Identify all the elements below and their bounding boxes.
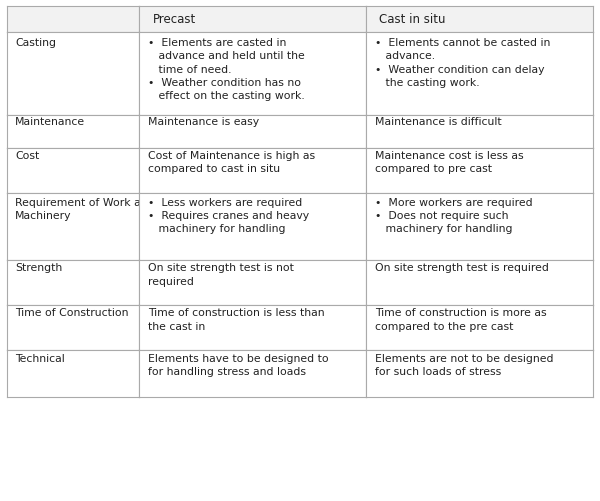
Text: Requirement of Work and
Machinery: Requirement of Work and Machinery — [15, 197, 155, 221]
Text: Time of construction is less than
the cast in: Time of construction is less than the ca… — [148, 309, 325, 332]
Text: Time of Construction: Time of Construction — [15, 309, 128, 319]
Text: Casting: Casting — [15, 38, 56, 48]
Text: •  Elements cannot be casted in
   advance.
•  Weather condition can delay
   th: • Elements cannot be casted in advance. … — [374, 38, 550, 88]
Text: •  Less workers are required
•  Requires cranes and heavy
   machinery for handl: • Less workers are required • Requires c… — [148, 197, 309, 234]
Text: Time of construction is more as
compared to the pre cast: Time of construction is more as compared… — [374, 309, 547, 332]
Text: Strength: Strength — [15, 264, 62, 274]
Text: Maintenance: Maintenance — [15, 117, 85, 127]
Text: Maintenance cost is less as
compared to pre cast: Maintenance cost is less as compared to … — [374, 151, 523, 174]
Text: Cast in situ: Cast in situ — [379, 13, 446, 26]
Text: Cost of Maintenance is high as
compared to cast in situ: Cost of Maintenance is high as compared … — [148, 151, 315, 174]
Text: Elements are not to be designed
for such loads of stress: Elements are not to be designed for such… — [374, 354, 553, 377]
Text: •  Elements are casted in
   advance and held until the
   time of need.
•  Weat: • Elements are casted in advance and hel… — [148, 38, 305, 101]
Text: On site strength test is required: On site strength test is required — [374, 264, 548, 274]
Text: Elements have to be designed to
for handling stress and loads: Elements have to be designed to for hand… — [148, 354, 329, 377]
Text: •  More workers are required
•  Does not require such
   machinery for handling: • More workers are required • Does not r… — [374, 197, 532, 234]
Text: Cost: Cost — [15, 151, 40, 161]
Text: Maintenance is difficult: Maintenance is difficult — [374, 117, 502, 127]
Text: Maintenance is easy: Maintenance is easy — [148, 117, 259, 127]
Text: On site strength test is not
required: On site strength test is not required — [148, 264, 294, 287]
Text: Precast: Precast — [152, 13, 196, 26]
Text: Technical: Technical — [15, 354, 65, 364]
